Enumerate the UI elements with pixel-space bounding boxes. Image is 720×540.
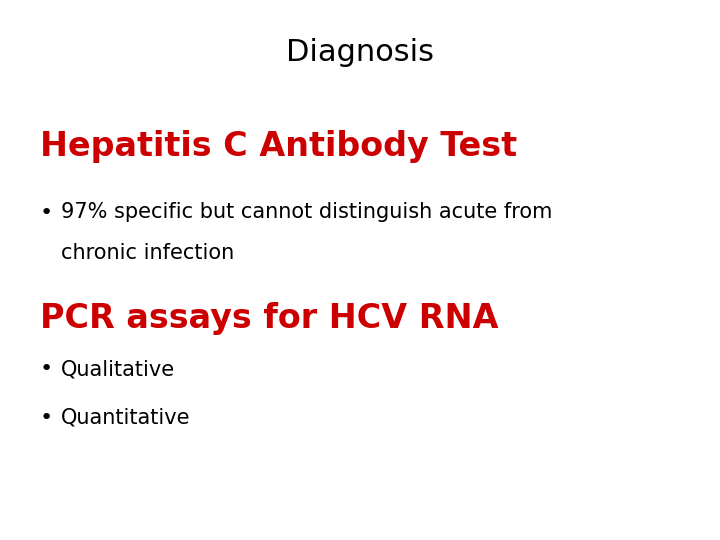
Text: Quantitative: Quantitative <box>61 408 191 428</box>
Text: •: • <box>40 202 53 222</box>
Text: chronic infection: chronic infection <box>61 243 235 263</box>
Text: PCR assays for HCV RNA: PCR assays for HCV RNA <box>40 302 498 335</box>
Text: 97% specific but cannot distinguish acute from: 97% specific but cannot distinguish acut… <box>61 202 552 222</box>
Text: Hepatitis C Antibody Test: Hepatitis C Antibody Test <box>40 130 517 163</box>
Text: •: • <box>40 359 53 379</box>
Text: Diagnosis: Diagnosis <box>286 38 434 67</box>
Text: Qualitative: Qualitative <box>61 359 176 379</box>
Text: •: • <box>40 408 53 428</box>
